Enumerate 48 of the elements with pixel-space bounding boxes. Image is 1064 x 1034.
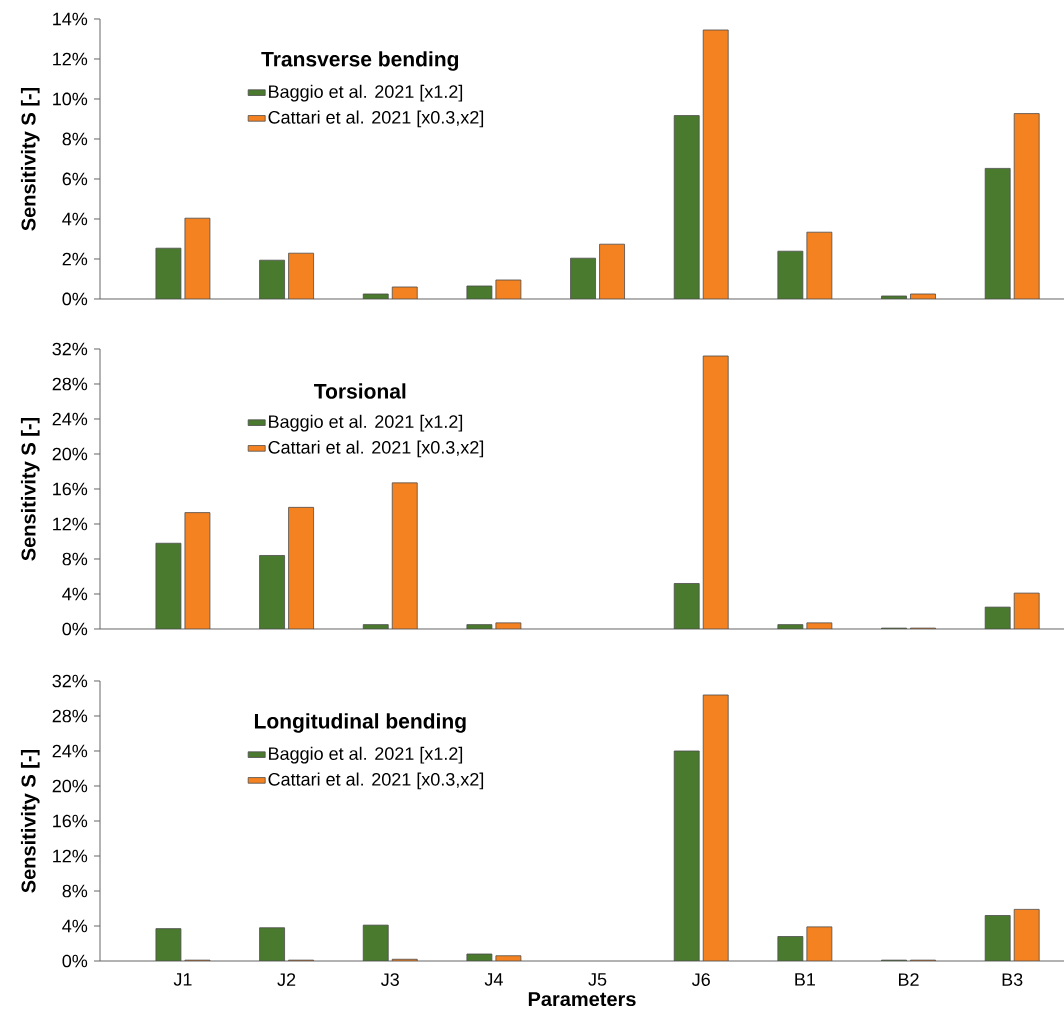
y-tick-label: 12%	[53, 849, 88, 863]
legend-label: Cattari et al. 2021 [x0.3,x2]	[268, 772, 484, 790]
y-tick-label: 8%	[62, 552, 88, 566]
y-tick-label: 0%	[62, 292, 88, 306]
y-axis-title: Sensitivity S [-]	[20, 749, 40, 893]
x-tick-label: B2	[898, 973, 919, 986]
y-tick-label: 28%	[52, 709, 88, 723]
y-tick-label: 0%	[62, 622, 88, 636]
y-tick-label: 12%	[53, 517, 88, 531]
x-tick-label: J3	[381, 973, 399, 986]
y-tick-label: 14%	[53, 12, 88, 26]
y-tick-label: 16%	[53, 814, 88, 828]
x-tick-label: B1	[795, 973, 815, 986]
y-tick-label: 8%	[62, 884, 88, 898]
y-tick-label: 20%	[52, 447, 88, 461]
x-tick-label: J2	[277, 973, 296, 986]
x-tick-label: J1	[173, 973, 192, 986]
legend-label: Baggio et al. 2021 [x1.2]	[269, 746, 463, 764]
y-tick-label: 4%	[62, 587, 88, 601]
y-axis-title: Sensitivity S [-]	[20, 87, 40, 231]
x-tick-label: J4	[484, 973, 503, 986]
y-tick-label: 24%	[52, 412, 88, 426]
y-tick-label: 12%	[53, 52, 88, 66]
legend-label: Cattari et al. 2021 [x0.3,x2]	[268, 110, 484, 128]
y-tick-label: 10%	[53, 92, 88, 106]
legend-label: Cattari et al. 2021 [x0.3,x2]	[268, 440, 484, 458]
x-tick-label: B3	[1002, 973, 1023, 986]
legend-label: Baggio et al. 2021 [x1.2]	[269, 84, 463, 102]
y-tick-label: 32%	[52, 342, 88, 356]
y-tick-label: 16%	[53, 482, 88, 496]
text: Longitudinal bending	[254, 713, 466, 733]
y-tick-label: 6%	[62, 172, 88, 186]
legend-label: Baggio et al. 2021 [x1.2]	[269, 414, 463, 432]
y-tick-label: 8%	[62, 132, 88, 146]
y-tick-label: 2%	[62, 252, 88, 266]
x-tick-label: J5	[588, 973, 607, 986]
y-tick-label: 28%	[52, 377, 88, 391]
y-axis-title: Sensitivity S [-]	[20, 417, 40, 561]
text: Torsional	[314, 383, 406, 399]
text: Transverse bending	[261, 51, 459, 71]
y-tick-label: 32%	[52, 674, 88, 688]
y-tick-label: 4%	[62, 212, 88, 226]
y-tick-label: 24%	[52, 744, 88, 758]
y-tick-label: 0%	[62, 954, 88, 968]
y-tick-label: 20%	[52, 779, 88, 793]
x-tick-label: J6	[691, 973, 710, 986]
y-tick-label: 4%	[62, 919, 88, 933]
x-axis-title: Parameters	[528, 992, 636, 1007]
